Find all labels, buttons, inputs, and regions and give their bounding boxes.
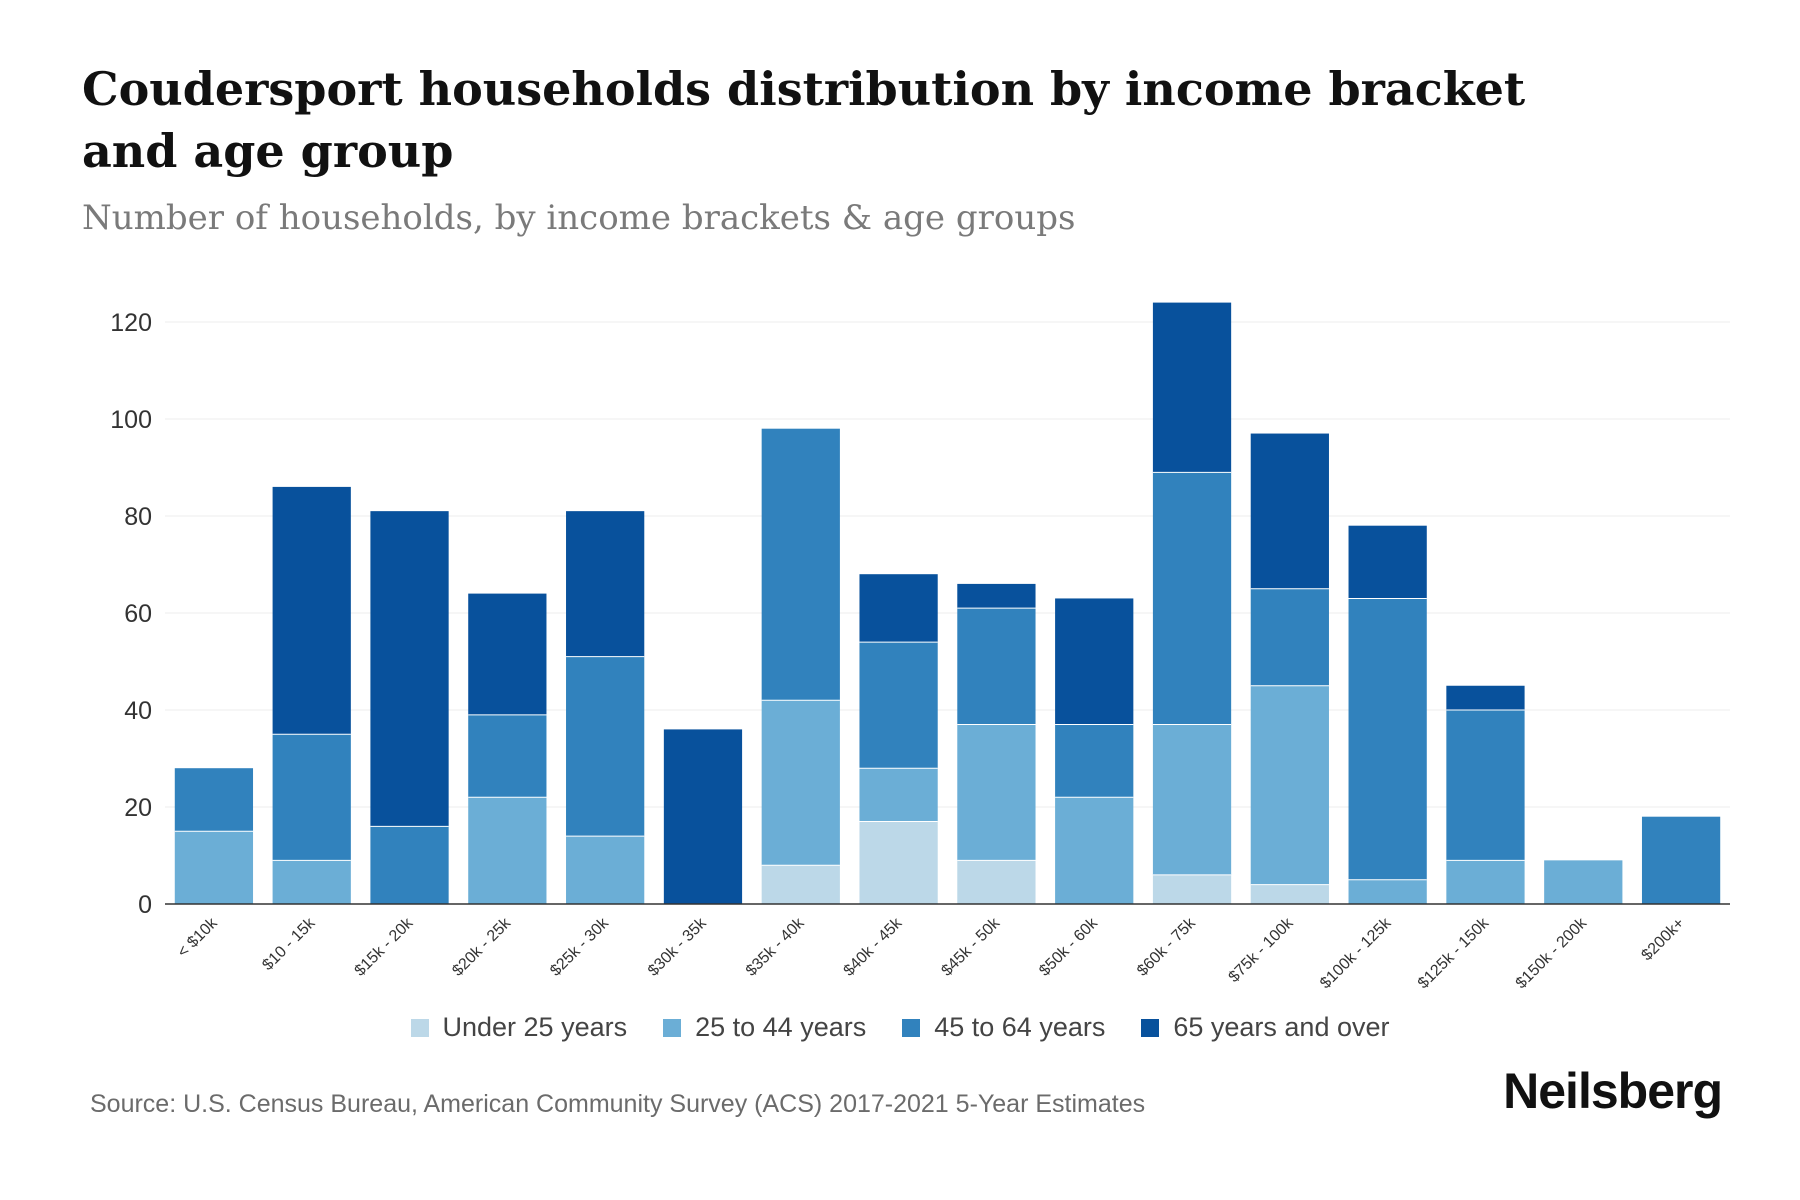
legend-label: 45 to 64 years xyxy=(934,1012,1106,1042)
bar-segment xyxy=(272,734,351,861)
chart-title: Coudersport households distribution by i… xyxy=(82,62,1526,178)
bar-segment xyxy=(566,836,645,904)
y-tick-label: 80 xyxy=(124,503,152,531)
bar-segment xyxy=(859,821,938,904)
legend-swatch xyxy=(663,1018,682,1037)
y-tick-label: 100 xyxy=(110,406,152,434)
bar-segment xyxy=(1152,302,1232,473)
x-tick-label: $60k - 75k xyxy=(1134,914,1200,980)
bar-segment xyxy=(957,860,1036,904)
bar-segment xyxy=(1055,724,1134,798)
bar-segment xyxy=(468,797,547,904)
x-tick-label: $200k+ xyxy=(1638,915,1687,964)
bar-segment xyxy=(1348,598,1427,880)
bar-segment xyxy=(859,642,938,769)
x-tick-label: $40k - 45k xyxy=(841,914,907,980)
y-tick-label: 40 xyxy=(124,697,152,725)
bar-segment xyxy=(272,486,351,735)
legend-label: 65 years and over xyxy=(1173,1012,1390,1042)
bar-segment xyxy=(761,700,840,866)
bar-segment xyxy=(1250,685,1329,885)
legend-swatch xyxy=(1141,1018,1160,1037)
x-tick-label: $15k - 20k xyxy=(352,914,418,980)
bar-segment xyxy=(174,768,254,832)
bar-segment xyxy=(1055,598,1134,725)
bar-segment xyxy=(566,511,645,657)
legend-label: 25 to 44 years xyxy=(695,1012,867,1042)
bar-segment xyxy=(761,865,840,904)
bar-segment xyxy=(1348,525,1427,599)
y-tick-label: 0 xyxy=(138,891,152,919)
bar-segment xyxy=(1250,433,1329,589)
bar-segment xyxy=(1055,797,1134,904)
stacked-bar-chart: 0 20 40 60 80 100 120 < $10k $10 - 15k $15k - 20k… xyxy=(110,302,1730,992)
bar-segment xyxy=(1446,710,1525,861)
bar-segment xyxy=(1152,472,1232,725)
legend-item: 45 to 64 years xyxy=(902,1012,1105,1043)
chart-subtitle: Number of households, by income brackets… xyxy=(82,198,1076,238)
x-tick-label: $150k - 200k xyxy=(1513,914,1591,992)
legend-item: Under 25 years xyxy=(410,1012,628,1043)
bar-segment xyxy=(663,729,743,904)
y-tick-label: 20 xyxy=(124,794,152,822)
brand-logo: Neilsberg xyxy=(1503,1063,1723,1119)
bar-segment xyxy=(468,593,547,715)
bar-segment xyxy=(1446,685,1525,710)
x-tick-label: $100k - 125k xyxy=(1317,914,1395,992)
bar-segment xyxy=(957,724,1036,861)
legend-item: 25 to 44 years xyxy=(663,1012,866,1043)
legend-swatch xyxy=(410,1018,429,1037)
legend-swatch xyxy=(902,1018,921,1037)
bar-segment xyxy=(468,714,547,798)
x-tick-label: $125k - 150k xyxy=(1415,914,1493,992)
bar-segment xyxy=(859,768,938,822)
y-tick-label: 120 xyxy=(110,309,152,337)
legend-label: Under 25 years xyxy=(442,1012,628,1042)
bar-segment xyxy=(859,574,938,643)
x-tick-label: $75k - 100k xyxy=(1226,914,1298,986)
bar-segment xyxy=(761,428,840,701)
bar-segment xyxy=(1152,874,1232,904)
bar-segment xyxy=(1152,724,1232,875)
x-tick-label: < $10k xyxy=(174,914,221,961)
legend: Under 25 years 25 to 44 years 45 to 64 yea… xyxy=(0,1012,1800,1043)
bar-segment xyxy=(1641,816,1721,904)
bar-segment xyxy=(1250,884,1329,904)
bar-segment xyxy=(370,826,449,904)
x-tick-label: $10 - 15k xyxy=(259,914,319,974)
x-tick-label: $45k - 50k xyxy=(938,914,1004,980)
bar-segment xyxy=(370,511,449,827)
bar-segment xyxy=(174,831,254,904)
bar-segment xyxy=(272,860,351,904)
x-tick-label: $50k - 60k xyxy=(1036,914,1102,980)
bar-segment xyxy=(957,583,1036,609)
bar-segment xyxy=(957,608,1036,725)
x-tick-label: $30k - 35k xyxy=(645,914,711,980)
bar-segment xyxy=(1250,588,1329,686)
x-tick-label: $35k - 40k xyxy=(743,914,809,980)
bar-segment xyxy=(566,656,645,837)
x-tick-label: $25k - 30k xyxy=(547,914,613,980)
bar-segment xyxy=(1544,860,1623,904)
x-tick-label: $20k - 25k xyxy=(449,914,515,980)
y-tick-label: 60 xyxy=(124,600,152,628)
legend-item: 65 years and over xyxy=(1141,1012,1390,1043)
source-note: Source: U.S. Census Bureau, American Com… xyxy=(90,1090,1146,1118)
bar-segment xyxy=(1446,860,1525,904)
bar-segment xyxy=(1348,879,1427,904)
